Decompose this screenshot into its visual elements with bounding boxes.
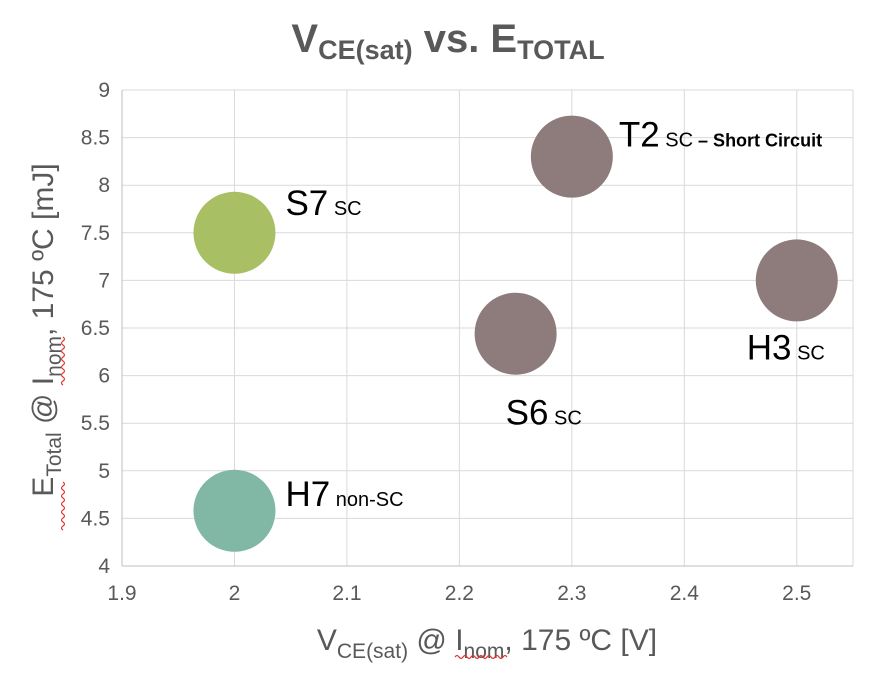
bubble-label-h7: H7 non-SC [285,475,403,514]
bubble-t2 [530,115,613,198]
y-axis-title: ETotal @ Inom, 175 ºC [mJ] [27,163,66,496]
x-axis-title: VCE(sat) @ Inom, 175 ºC [V] [317,624,657,663]
axes [121,90,853,567]
y-tick-label: 5.5 [81,412,110,435]
bubble-label-t2: T2 SC – Short Circuit [619,116,822,155]
y-tick-label: 7 [98,269,110,292]
y-tick-label: 9 [98,79,110,102]
bubble-label-s7: S7 SC [285,184,361,223]
y-tick-label: 8 [98,174,110,197]
bubble-s6 [474,292,557,375]
x-tick-label: 2.4 [670,582,700,605]
spell-underline [60,481,66,531]
y-tick-label: 6.5 [81,317,110,340]
y-tick-label: 4.5 [81,507,110,530]
x-tick-label: 2.1 [332,582,361,605]
spell-underline [60,336,66,386]
bubbles [193,115,838,552]
y-tick-label: 8.5 [81,127,110,150]
bubble-s7 [193,191,276,274]
y-tick-label: 7.5 [81,222,110,245]
x-tick-label: 2.5 [782,582,811,605]
bubble-h7 [193,469,276,552]
y-tick-label: 4 [98,555,110,578]
bubble-h3 [755,239,838,322]
y-tick-label: 5 [98,460,110,483]
svg-text:ETotal @ Inom, 175 ºC [mJ]: ETotal @ Inom, 175 ºC [mJ] [27,163,66,496]
x-tick-label: 2.2 [445,582,474,605]
bubble-labels: S7 SC H7 non-SC S6 SC T2 SC – Short Circuit… [285,116,824,514]
bubble-label-s6: S6 SC [506,394,582,433]
bubble-label-h3: H3 SC [747,328,825,367]
x-tick-label: 2 [229,582,241,605]
x-tick-label: 2.3 [557,582,586,605]
chart-title: VCE(sat) vs. ETOTAL [291,17,604,65]
tick-labels: 4 4.5 5 5.5 6 6.5 7 7.5 8 8.5 9 1.9 2 2.1 2.2 2.3 2.4 2.5 [81,79,812,605]
y-tick-label: 6 [98,365,110,388]
x-tick-label: 1.9 [107,582,136,605]
